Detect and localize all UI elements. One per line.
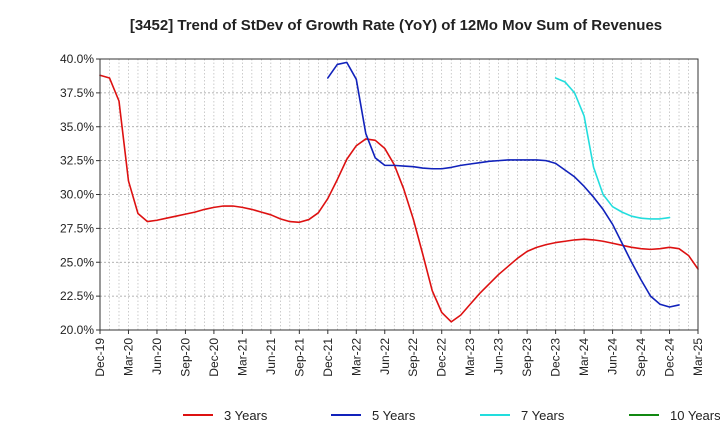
x-tick-label: Mar-25 — [691, 338, 705, 376]
y-tick-label: 22.5% — [60, 289, 94, 303]
legend: 3 Years 5 Years 7 Years 10 Years — [183, 408, 720, 423]
x-tick-label: Jun-20 — [150, 338, 164, 375]
y-tick-label: 20.0% — [60, 323, 94, 337]
y-axis: 20.0% 22.5% 25.0% 27.5% 30.0% 32.5% 35.0% 37.5%… — [60, 52, 100, 337]
legend-label-10-years: 10 Years — [670, 408, 720, 423]
x-tick-label: Jun-23 — [492, 338, 506, 375]
y-tick-label: 30.0% — [60, 188, 94, 202]
plot-area — [100, 59, 698, 330]
x-tick-label: Sep-24 — [634, 338, 648, 377]
x-tick-label: Jun-21 — [264, 338, 278, 375]
y-tick-label: 32.5% — [60, 154, 94, 168]
x-tick-label: Dec-24 — [663, 338, 677, 377]
x-tick-label: Sep-23 — [520, 338, 534, 377]
x-tick-label: Mar-24 — [577, 338, 591, 376]
x-tick-label: Dec-19 — [93, 338, 107, 377]
y-tick-label: 37.5% — [60, 86, 94, 100]
series-line-3-years — [99, 74, 699, 323]
x-tick-label: Mar-23 — [463, 338, 477, 376]
x-tick-label: Dec-22 — [435, 338, 449, 377]
x-tick-label: Dec-23 — [549, 338, 563, 377]
x-tick-label: Jun-24 — [606, 338, 620, 375]
chart-title: [3452] Trend of StDev of Growth Rate (Yo… — [130, 17, 662, 34]
plot-frame — [99, 58, 699, 331]
series-line-5-years — [327, 61, 680, 308]
x-tick-label: Mar-20 — [121, 338, 135, 376]
y-tick-label: 25.0% — [60, 255, 94, 269]
x-tick-label: Sep-21 — [292, 338, 306, 377]
y-tick-label: 35.0% — [60, 120, 94, 134]
x-tick-label: Mar-22 — [349, 338, 363, 376]
x-tick-label: Dec-20 — [207, 338, 221, 377]
x-tick-label: Mar-21 — [235, 338, 249, 376]
x-tick-label: Sep-22 — [406, 338, 420, 377]
y-tick-label: 40.0% — [60, 52, 94, 66]
y-tick-label: 27.5% — [60, 221, 94, 235]
x-tick-label: Jun-22 — [378, 338, 392, 375]
legend-label-7-years: 7 Years — [521, 408, 565, 423]
series-line-7-years — [554, 77, 671, 220]
x-axis: Dec-19 Mar-20 Jun-20 Sep-20 Dec-20 Mar-21 Jun-… — [93, 330, 705, 377]
legend-label-5-years: 5 Years — [372, 408, 416, 423]
legend-label-3-years: 3 Years — [224, 408, 268, 423]
series-lines — [99, 61, 699, 323]
x-tick-label: Sep-20 — [178, 338, 192, 377]
x-tick-label: Dec-21 — [321, 338, 335, 377]
